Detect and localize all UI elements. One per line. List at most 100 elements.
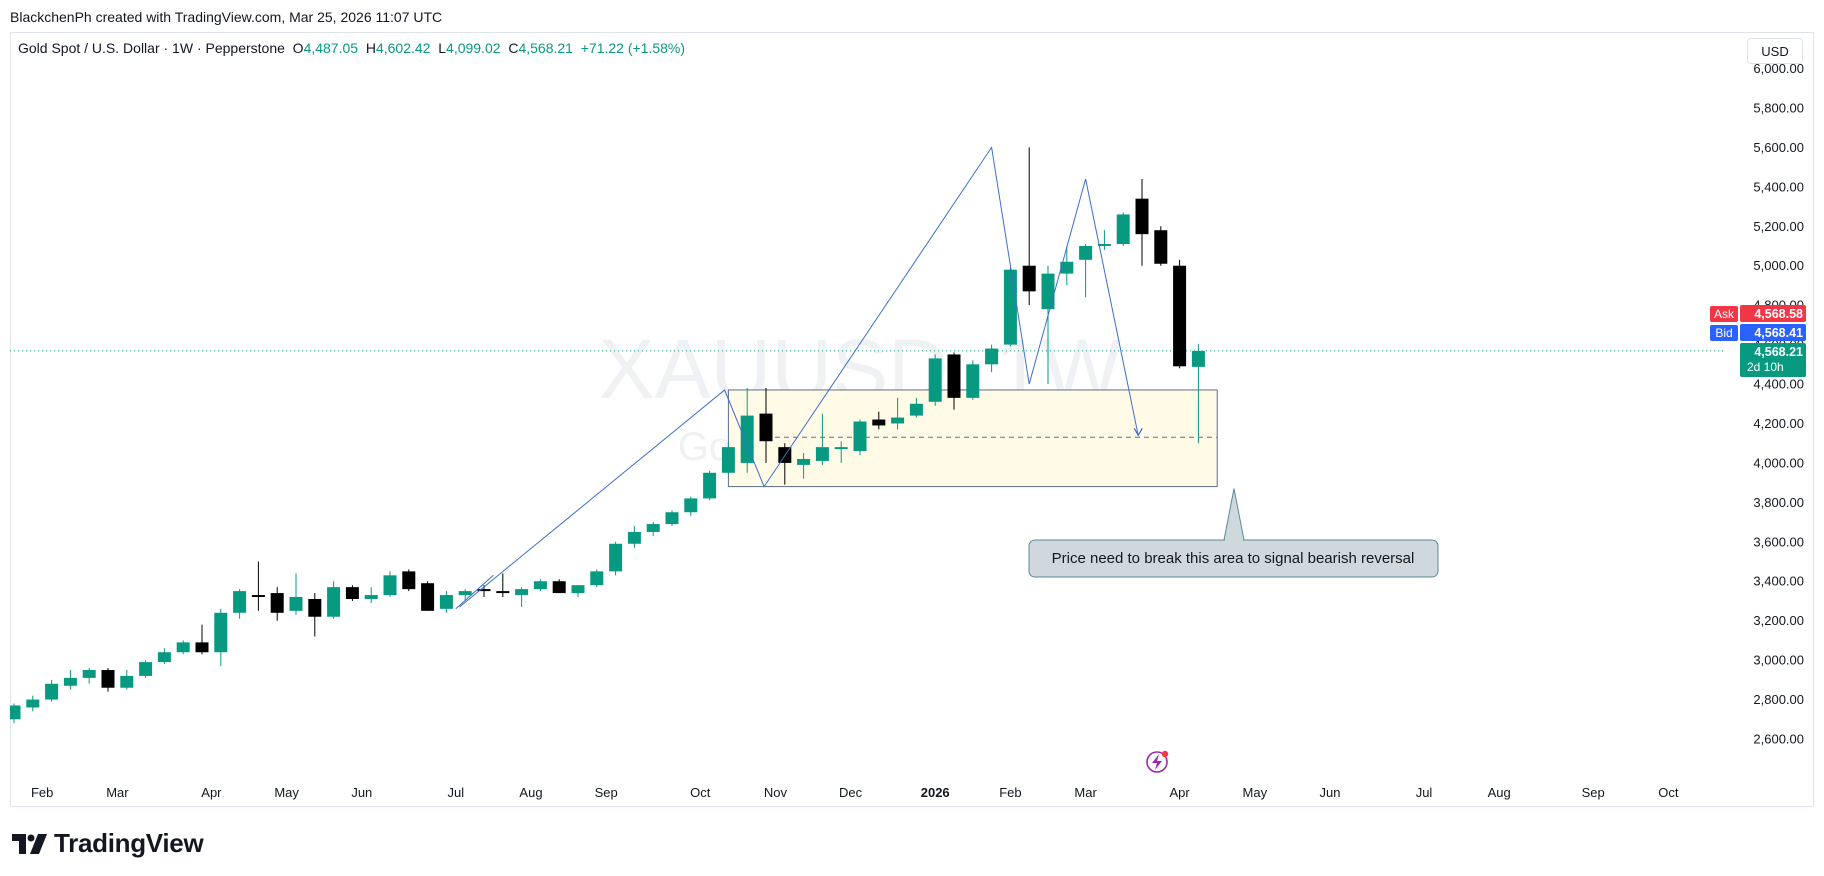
annotation-join (1225, 539, 1243, 542)
event-lightning-icon (1146, 750, 1169, 773)
candle-body (157, 652, 171, 663)
annotation-callout: Price need to break this area to signal … (1028, 488, 1439, 578)
legend-change: +71.22 (+1.58%) (580, 40, 686, 56)
price-tick-label: 4,200.00 (1753, 416, 1804, 431)
candle-body (402, 571, 416, 590)
candle-body (195, 642, 209, 653)
price-tick-label: 2,600.00 (1753, 732, 1804, 747)
currency-selector[interactable]: USD (1747, 38, 1803, 64)
bid-tag-value: 4,568.41 (1754, 326, 1803, 340)
candle-body (1041, 273, 1055, 310)
ask-tag-label-bg (1710, 306, 1738, 322)
tradingview-logo-icon (12, 833, 47, 854)
legend-open-label: O (292, 40, 304, 56)
time-tick-label: Apr (1169, 785, 1190, 800)
bar-countdown: 2d 10h (1747, 360, 1784, 374)
candle-body (1135, 198, 1149, 235)
time-tick-label: Mar (106, 785, 129, 800)
candle-body (289, 597, 303, 611)
candle-body (82, 669, 96, 678)
candle-body (496, 591, 510, 594)
price-tick-label: 3,400.00 (1753, 574, 1804, 589)
time-tick-label: Aug (1488, 785, 1511, 800)
legend-close-value: 4,568.21 (518, 40, 573, 56)
symbol-legend: Gold Spot / U.S. Dollar · 1W · Peppersto… (18, 40, 685, 56)
legend-symbol: Gold Spot / U.S. Dollar · 1W · Peppersto… (18, 40, 285, 56)
candle-body (10, 705, 21, 720)
price-axis: 2,600.00 2,800.00 3,000.00 3,200.00 3,400.00… (1753, 61, 1804, 746)
legend-high-label: H (365, 40, 376, 56)
candle-body (439, 595, 453, 609)
candle-body (646, 524, 660, 532)
time-tick-label: Oct (690, 785, 711, 800)
price-tick-label: 3,600.00 (1753, 534, 1804, 549)
legend-high-value: 4,602.42 (375, 40, 431, 56)
candle-body (928, 358, 942, 402)
time-tick-label: Sep (1582, 785, 1605, 800)
candle-body (665, 512, 679, 525)
event-icon-bolt (1152, 754, 1162, 770)
price-tick-label: 3,000.00 (1753, 653, 1804, 668)
price-tick-label: 4,000.00 (1753, 455, 1804, 470)
time-tick-label: Nov (764, 785, 788, 800)
candle-body (383, 575, 397, 596)
bid-tag-label: Bid (1715, 326, 1732, 340)
time-tick-label: Oct (1658, 785, 1679, 800)
last-price-value: 4,568.21 (1754, 345, 1803, 359)
candle-body (947, 354, 961, 398)
candle-body (721, 447, 735, 473)
candle-body (1097, 244, 1111, 246)
event-icon-ring (1146, 751, 1168, 773)
candle-body (26, 699, 40, 708)
candle-body (759, 413, 773, 442)
candle-body (853, 421, 867, 452)
legend-close-label: C (508, 40, 519, 56)
event-icon-dot (1161, 750, 1169, 758)
bid-tag-label-bg (1710, 325, 1738, 341)
time-tick-label: May (1243, 785, 1268, 800)
candle-body (176, 642, 190, 653)
ask-tag-label: Ask (1714, 307, 1735, 321)
time-tick-label: 2026 (921, 785, 950, 800)
candle-body (1116, 214, 1130, 245)
candle-body (1079, 246, 1093, 260)
candle-body (909, 403, 923, 416)
candle-body (63, 677, 77, 686)
time-tick-label: May (274, 785, 299, 800)
candle-body (1191, 350, 1205, 367)
price-tick-label: 4,400.00 (1753, 377, 1804, 392)
candle-body (891, 417, 905, 424)
candle-body (139, 662, 153, 676)
candles (10, 147, 1205, 724)
time-tick-label: Jun (1320, 785, 1341, 800)
candle-body (552, 581, 566, 594)
ask-tag-value: 4,568.58 (1754, 307, 1803, 321)
pattern-arrow-head (1133, 428, 1143, 437)
candle-body (458, 591, 472, 596)
ask-tag-bg (1740, 305, 1806, 322)
candle-body (703, 472, 717, 499)
annotation-pointer (1223, 488, 1245, 541)
time-tick-label: Jul (447, 785, 464, 800)
candle-body (627, 531, 641, 544)
tradingview-logo[interactable]: TradingView (12, 828, 204, 859)
candle-body (45, 683, 59, 700)
annotation-text: Price need to break this area to signal … (1052, 550, 1415, 567)
candle-body (1060, 261, 1074, 274)
candle-body (609, 543, 623, 572)
legend-open-value: 4,487.05 (303, 40, 359, 56)
candle-body (834, 447, 848, 450)
last-price-tag-bg (1740, 343, 1806, 377)
candle-body (214, 612, 228, 653)
price-tick-label: 5,200.00 (1753, 219, 1804, 234)
time-tick-label: Feb (999, 785, 1021, 800)
price-tick-label: 6,000.00 (1753, 61, 1804, 76)
candle-body (1003, 269, 1017, 345)
time-tick-label: Jul (1416, 785, 1433, 800)
price-tick-label: 5,400.00 (1753, 179, 1804, 194)
candle-body (684, 498, 698, 513)
candle-body (101, 669, 115, 688)
time-tick-label: Aug (519, 785, 542, 800)
candle-body (327, 587, 341, 617)
